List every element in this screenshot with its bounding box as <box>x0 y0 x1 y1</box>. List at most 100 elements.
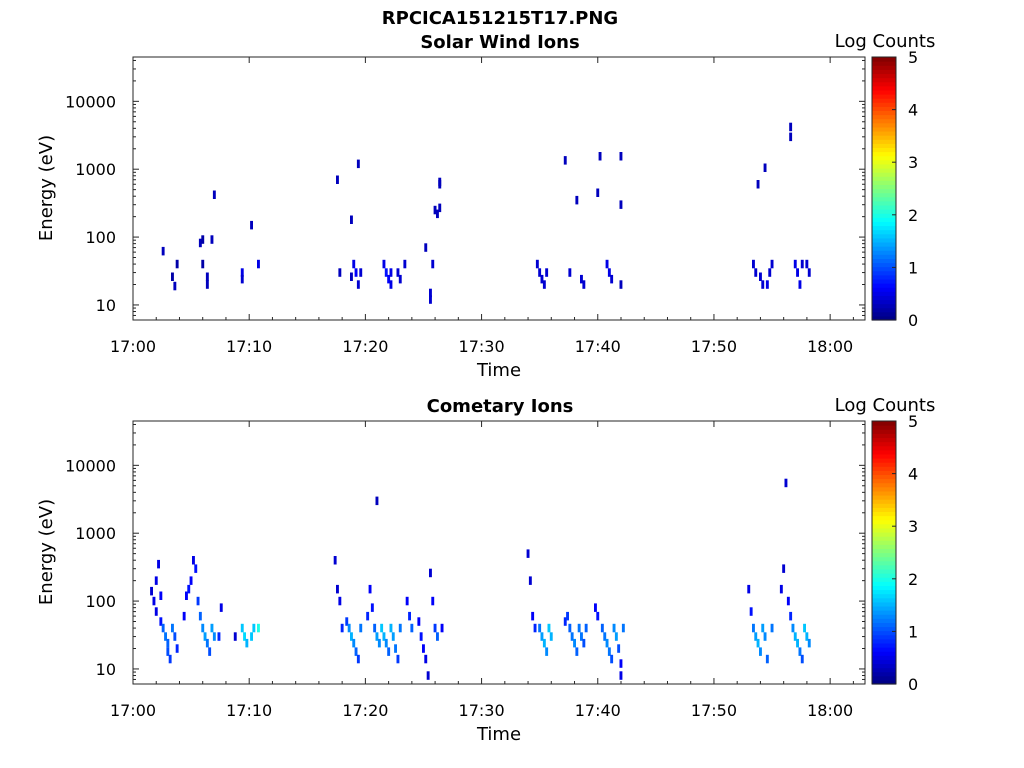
heatmap-cell <box>168 654 172 664</box>
heatmap-cell <box>765 654 769 664</box>
heatmap-cell <box>805 632 809 641</box>
heatmap-cell <box>219 603 223 612</box>
heatmap-cell <box>779 584 783 594</box>
colorbar-segment <box>872 221 896 227</box>
heatmap-cell <box>800 654 804 664</box>
heatmap-cell <box>768 268 772 277</box>
heatmap-cell <box>201 623 205 633</box>
colorbar-segment <box>872 192 896 198</box>
heatmap-cell <box>617 644 621 653</box>
colorbar-segment <box>872 536 896 541</box>
colorbar-segment <box>872 474 896 480</box>
colorbar-segment <box>872 511 896 517</box>
heatmap-cell <box>336 175 339 184</box>
panel1-ylabel: Energy (eV) <box>36 135 57 241</box>
x-tick-label: 17:30 <box>459 337 505 356</box>
heatmap-cell <box>347 623 351 633</box>
colorbar-tick-label: 5 <box>908 48 918 67</box>
heatmap-cell <box>575 195 579 205</box>
heatmap-cell <box>396 268 400 277</box>
heatmap-cell <box>782 564 786 573</box>
colorbar-segment <box>872 283 896 288</box>
heatmap-cell <box>410 623 414 633</box>
heatmap-cell <box>563 156 567 165</box>
colorbar-segment <box>872 437 896 443</box>
colorbar-segment <box>872 490 896 496</box>
heatmap-cell <box>164 632 167 641</box>
heatmap-cell <box>752 623 755 633</box>
heatmap-cell <box>756 638 760 648</box>
heatmap-cell <box>607 647 611 656</box>
heatmap-cell <box>166 638 170 648</box>
heatmap-cell <box>389 623 393 633</box>
heatmap-cell <box>577 623 581 633</box>
colorbar-segment <box>872 634 896 640</box>
colorbar-segment <box>872 274 896 280</box>
heatmap-cell <box>621 623 625 633</box>
colorbar-segment <box>872 217 896 222</box>
colorbar-segment <box>872 167 896 173</box>
x-tick-label: 17:20 <box>342 701 388 720</box>
colorbar-segment <box>872 486 896 492</box>
heatmap-cell <box>187 584 191 594</box>
colorbar-segment <box>872 225 896 231</box>
heatmap-cell <box>159 591 163 600</box>
heatmap-cell <box>563 617 567 626</box>
heatmap-cell <box>350 632 353 641</box>
heatmap-cell <box>759 647 762 656</box>
colorbar-segment <box>872 671 896 677</box>
colorbar-segment <box>872 622 896 628</box>
heatmap-cell <box>761 623 765 633</box>
heatmap-cell <box>240 268 244 277</box>
colorbar-segment <box>872 548 896 554</box>
heatmap-cell <box>384 638 388 648</box>
colorbar-segment <box>872 209 896 214</box>
heatmap-cell <box>424 243 428 252</box>
heatmap-cell <box>798 647 802 656</box>
colorbar-segment <box>872 270 896 276</box>
colorbar-segment <box>872 642 896 648</box>
heatmap-cell <box>175 644 179 653</box>
heatmap-cell <box>580 632 583 641</box>
heatmap-cell <box>807 638 811 648</box>
heatmap-cell <box>619 152 623 161</box>
colorbar-segment <box>872 515 896 521</box>
heatmap-cell <box>547 623 551 633</box>
panel1-title: Solar Wind Ions <box>420 32 579 53</box>
heatmap-cell <box>345 617 349 626</box>
heatmap-cell <box>582 280 586 289</box>
colorbar-segment <box>872 151 896 157</box>
heatmap-cell <box>756 180 760 189</box>
colorbar-segment <box>872 176 896 181</box>
heatmap-cell <box>610 654 614 664</box>
colorbar-segment <box>872 303 896 309</box>
heatmap-cell <box>528 576 532 585</box>
panel2-axes: 17:00 17:10 17:20 17:30 17:40 17:50 18:00 10 100… <box>65 421 865 720</box>
y-tick-label: 10000 <box>65 92 116 111</box>
heatmap-cell <box>157 559 160 569</box>
heatmap-cell <box>161 623 165 633</box>
colorbar-segment <box>872 585 896 591</box>
colorbar-segment <box>872 291 896 296</box>
heatmap-cell <box>540 274 544 284</box>
y-tick-label: 10000 <box>65 456 116 475</box>
colorbar-segment <box>872 560 896 566</box>
heatmap-cell <box>350 215 353 224</box>
heatmap-cell <box>389 280 393 289</box>
colorbar-segment <box>872 482 896 488</box>
heatmap-cell <box>171 623 174 633</box>
heatmap-cell <box>159 617 163 626</box>
heatmap-cell <box>384 268 388 277</box>
y-tick-label: 1000 <box>75 524 116 543</box>
heatmap-cell <box>210 235 214 244</box>
heatmap-cell <box>366 611 370 621</box>
colorbar-segment <box>872 118 896 124</box>
colorbar-tick-label: 4 <box>908 101 918 120</box>
y-tick-label: 100 <box>85 592 116 611</box>
heatmap-cell <box>605 638 609 648</box>
heatmap-cell <box>336 584 339 594</box>
x-tick-label: 17:10 <box>226 337 272 356</box>
colorbar-tick-label: 4 <box>908 465 918 484</box>
colorbar-segment <box>872 523 896 529</box>
colorbar-segment <box>872 449 896 455</box>
